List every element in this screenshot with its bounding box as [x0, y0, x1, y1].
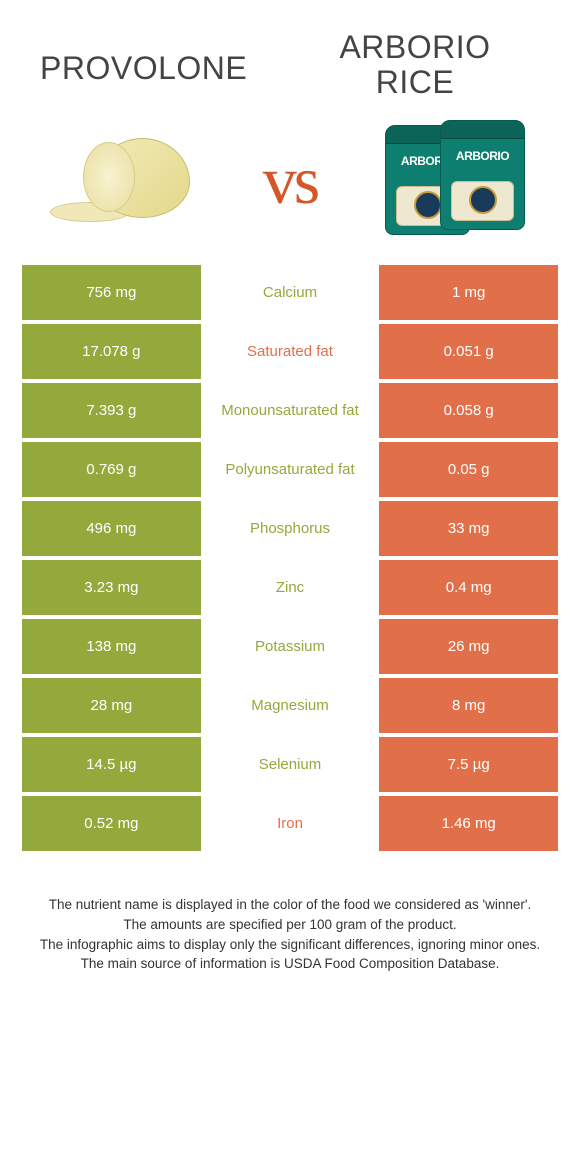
footer-line: The infographic aims to display only the…: [30, 935, 550, 955]
value-left: 496 mg: [22, 501, 201, 556]
nutrient-table: 756 mgCalcium1 mg17.078 gSaturated fat0.…: [22, 265, 558, 851]
table-row: 3.23 mgZinc0.4 mg: [22, 560, 558, 615]
value-right: 8 mg: [379, 678, 558, 733]
header: Provolone Arborio rice: [0, 0, 580, 110]
value-right: 0.05 g: [379, 442, 558, 497]
value-left: 7.393 g: [22, 383, 201, 438]
nutrient-label: Zinc: [201, 560, 380, 615]
table-row: 17.078 gSaturated fat0.051 g: [22, 324, 558, 379]
nutrient-label: Selenium: [201, 737, 380, 792]
footer-notes: The nutrient name is displayed in the co…: [0, 855, 580, 1013]
value-right: 7.5 µg: [379, 737, 558, 792]
value-right: 0.058 g: [379, 383, 558, 438]
images-row: vs ARBORIO ARBORIO: [0, 110, 580, 265]
table-row: 0.52 mgIron1.46 mg: [22, 796, 558, 851]
bag-label: ARBORIO: [441, 149, 524, 163]
value-right: 1 mg: [379, 265, 558, 320]
table-row: 7.393 gMonounsaturated fat0.058 g: [22, 383, 558, 438]
table-row: 496 mgPhosphorus33 mg: [22, 501, 558, 556]
value-left: 0.52 mg: [22, 796, 201, 851]
value-right: 1.46 mg: [379, 796, 558, 851]
footer-line: The nutrient name is displayed in the co…: [30, 895, 550, 915]
nutrient-label: Potassium: [201, 619, 380, 674]
table-row: 14.5 µgSelenium7.5 µg: [22, 737, 558, 792]
cheese-icon: [50, 130, 190, 230]
nutrient-label: Saturated fat: [201, 324, 380, 379]
title-right-line2: rice: [290, 65, 540, 100]
value-right: 0.4 mg: [379, 560, 558, 615]
title-right: Arborio rice: [290, 30, 540, 100]
nutrient-label: Calcium: [201, 265, 380, 320]
value-left: 14.5 µg: [22, 737, 201, 792]
value-right: 0.051 g: [379, 324, 558, 379]
table-row: 756 mgCalcium1 mg: [22, 265, 558, 320]
rice-bags-icon: ARBORIO ARBORIO: [385, 120, 535, 240]
table-row: 138 mgPotassium26 mg: [22, 619, 558, 674]
nutrient-label: Polyunsaturated fat: [201, 442, 380, 497]
nutrient-label: Iron: [201, 796, 380, 851]
footer-line: The main source of information is USDA F…: [30, 954, 550, 974]
value-left: 756 mg: [22, 265, 201, 320]
value-left: 17.078 g: [22, 324, 201, 379]
table-row: 0.769 gPolyunsaturated fat0.05 g: [22, 442, 558, 497]
value-left: 0.769 g: [22, 442, 201, 497]
value-right: 26 mg: [379, 619, 558, 674]
nutrient-label: Magnesium: [201, 678, 380, 733]
footer-line: The amounts are specified per 100 gram o…: [30, 915, 550, 935]
value-right: 33 mg: [379, 501, 558, 556]
vs-label: vs: [263, 141, 317, 220]
provolone-image: [40, 120, 200, 240]
value-left: 3.23 mg: [22, 560, 201, 615]
nutrient-label: Monounsaturated fat: [201, 383, 380, 438]
value-left: 138 mg: [22, 619, 201, 674]
title-left: Provolone: [40, 30, 290, 87]
arborio-image: ARBORIO ARBORIO: [380, 120, 540, 240]
title-right-line1: Arborio: [290, 30, 540, 65]
value-left: 28 mg: [22, 678, 201, 733]
nutrient-label: Phosphorus: [201, 501, 380, 556]
table-row: 28 mgMagnesium8 mg: [22, 678, 558, 733]
